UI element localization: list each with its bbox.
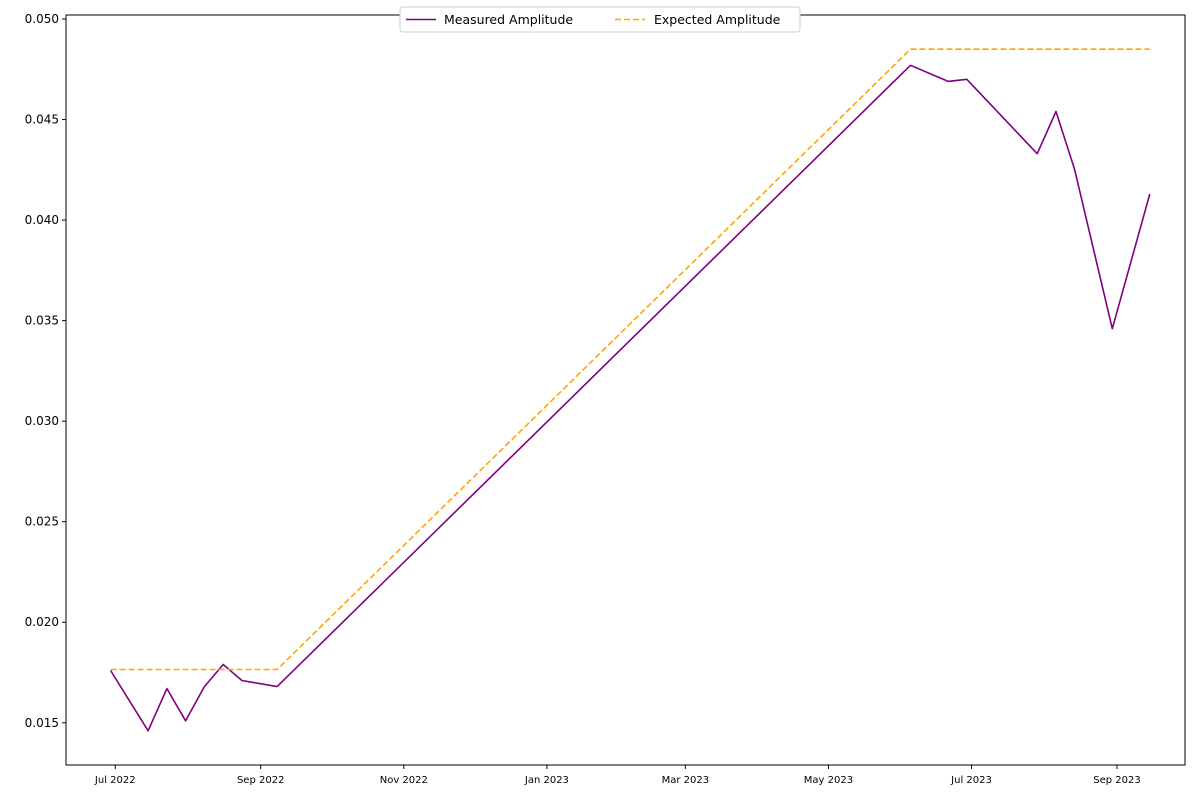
- y-tick-label: 0.040: [25, 213, 59, 227]
- y-tick-label: 0.035: [25, 314, 59, 328]
- y-tick-label: 0.045: [25, 113, 59, 127]
- legend-box: [399, 6, 801, 33]
- series-line-expected-amplitude: [110, 48, 1150, 671]
- y-tick-label: 0.025: [25, 515, 59, 529]
- legend: Measured Amplitude Expected Amplitude: [399, 6, 801, 33]
- x-tick-label: Jan 2023: [524, 775, 569, 786]
- series-line-measured-amplitude: [109, 64, 1151, 732]
- x-tick-label: Jul 2022: [94, 775, 136, 786]
- x-axis: Jul 2022 Sep 2022 Nov 2022 Jan 2023 Mar 2023…: [94, 765, 1141, 786]
- y-tick-label: 0.020: [25, 615, 59, 629]
- legend-label: Measured Amplitude: [444, 12, 573, 27]
- axes-frame: [65, 14, 1186, 766]
- x-tick-label: Sep 2023: [1093, 775, 1140, 786]
- x-tick-label: May 2023: [804, 775, 853, 786]
- legend-label: Expected Amplitude: [654, 12, 781, 27]
- y-tick-label: 0.050: [25, 12, 59, 26]
- y-tick-label: 0.015: [25, 716, 59, 730]
- x-tick-label: Nov 2022: [380, 775, 428, 786]
- plot-area: [65, 14, 1186, 766]
- x-tick-label: Jul 2023: [950, 775, 992, 786]
- x-tick-label: Mar 2023: [662, 775, 710, 786]
- y-tick-label: 0.030: [25, 414, 59, 428]
- y-axis: 0.015 0.020 0.025 0.030 0.035 0.040 0.045 0.050: [25, 12, 66, 730]
- x-tick-label: Sep 2022: [237, 775, 284, 786]
